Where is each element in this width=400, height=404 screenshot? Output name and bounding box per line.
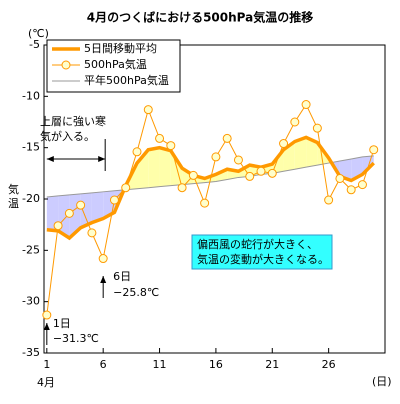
y-tick-label: -30 — [22, 295, 40, 308]
annotation: 上層に強い寒 — [40, 114, 106, 128]
data-point — [53, 221, 63, 231]
data-point — [346, 185, 356, 195]
annotation: 1日 — [53, 317, 71, 330]
shade — [80, 192, 92, 228]
legend-label: 500hPa気温 — [84, 57, 147, 71]
data-point — [87, 228, 97, 238]
y-unit: (℃) — [28, 27, 49, 40]
data-point — [301, 100, 311, 110]
data-point — [222, 133, 232, 143]
data-point — [245, 171, 255, 181]
legend-marker — [61, 60, 71, 70]
series-line — [46, 135, 375, 241]
y-tick-label: -25 — [22, 243, 40, 256]
data-point — [211, 152, 221, 162]
y-tick-label: -35 — [22, 346, 40, 359]
data-point — [188, 170, 198, 180]
y-tick-label: -20 — [22, 192, 40, 205]
annotation: 気が入る。 — [40, 129, 95, 143]
data-point — [256, 166, 266, 176]
data-point — [109, 195, 119, 205]
shade — [306, 137, 318, 168]
chart-title: 4月のつくばにおける500hPa気温の推移 — [87, 10, 314, 25]
x-tick-label: 16 — [209, 358, 223, 371]
legend-label: 5日間移動平均 — [84, 41, 157, 55]
shade — [159, 147, 171, 187]
data-point — [121, 183, 131, 193]
x-tick-label: 26 — [322, 358, 336, 371]
shade — [148, 147, 160, 188]
data-point — [132, 147, 142, 157]
annotation: 気温の変動が大きくなる。 — [197, 252, 329, 266]
data-point — [200, 198, 210, 208]
data-point — [42, 310, 52, 320]
data-point — [324, 195, 334, 205]
shade — [46, 195, 59, 231]
data-point — [177, 183, 187, 193]
legend-label: 平年500hPa気温 — [84, 73, 169, 87]
y-axis-label-char: 気 — [8, 182, 19, 196]
annotation: 偏西風の蛇行が大きく、 — [197, 237, 318, 251]
y-tick-label: -10 — [22, 89, 40, 102]
arrow-head — [46, 156, 54, 162]
shade — [182, 168, 194, 185]
data-point — [279, 139, 289, 149]
shade — [294, 137, 307, 170]
x-tick-label: 6 — [100, 358, 107, 371]
y-tick-label: -15 — [22, 141, 40, 154]
note-box — [191, 234, 333, 270]
shade — [137, 149, 149, 189]
annotation: 6日 — [113, 270, 131, 283]
data-point — [155, 133, 165, 143]
y-axis-label-char: 温 — [8, 197, 19, 210]
x-month: 4月 — [37, 376, 55, 389]
data-point — [76, 200, 86, 210]
x-tick-label: 1 — [43, 358, 50, 371]
data-point — [267, 168, 277, 178]
y-axis-label: 気温 — [8, 182, 19, 210]
data-point — [166, 141, 176, 151]
data-point — [357, 180, 367, 190]
data-point — [312, 123, 322, 133]
shade — [91, 191, 104, 223]
annotation: −31.3℃ — [53, 332, 99, 345]
arrow-head — [98, 156, 106, 162]
arrow-head — [43, 323, 50, 330]
series-line — [46, 103, 375, 316]
arrow-head — [100, 276, 107, 283]
y-tick-label: -5 — [29, 38, 40, 51]
data-point — [335, 173, 345, 183]
data-point — [143, 105, 153, 115]
data-point — [290, 117, 300, 127]
annotation: −25.8℃ — [113, 286, 159, 299]
data-point — [64, 208, 74, 218]
data-point — [233, 155, 243, 165]
x-tick-label: 11 — [153, 358, 167, 371]
x-tick-label: 21 — [265, 358, 279, 371]
x-unit: (日) — [372, 375, 392, 388]
data-point — [98, 254, 108, 264]
data-point — [369, 145, 379, 155]
